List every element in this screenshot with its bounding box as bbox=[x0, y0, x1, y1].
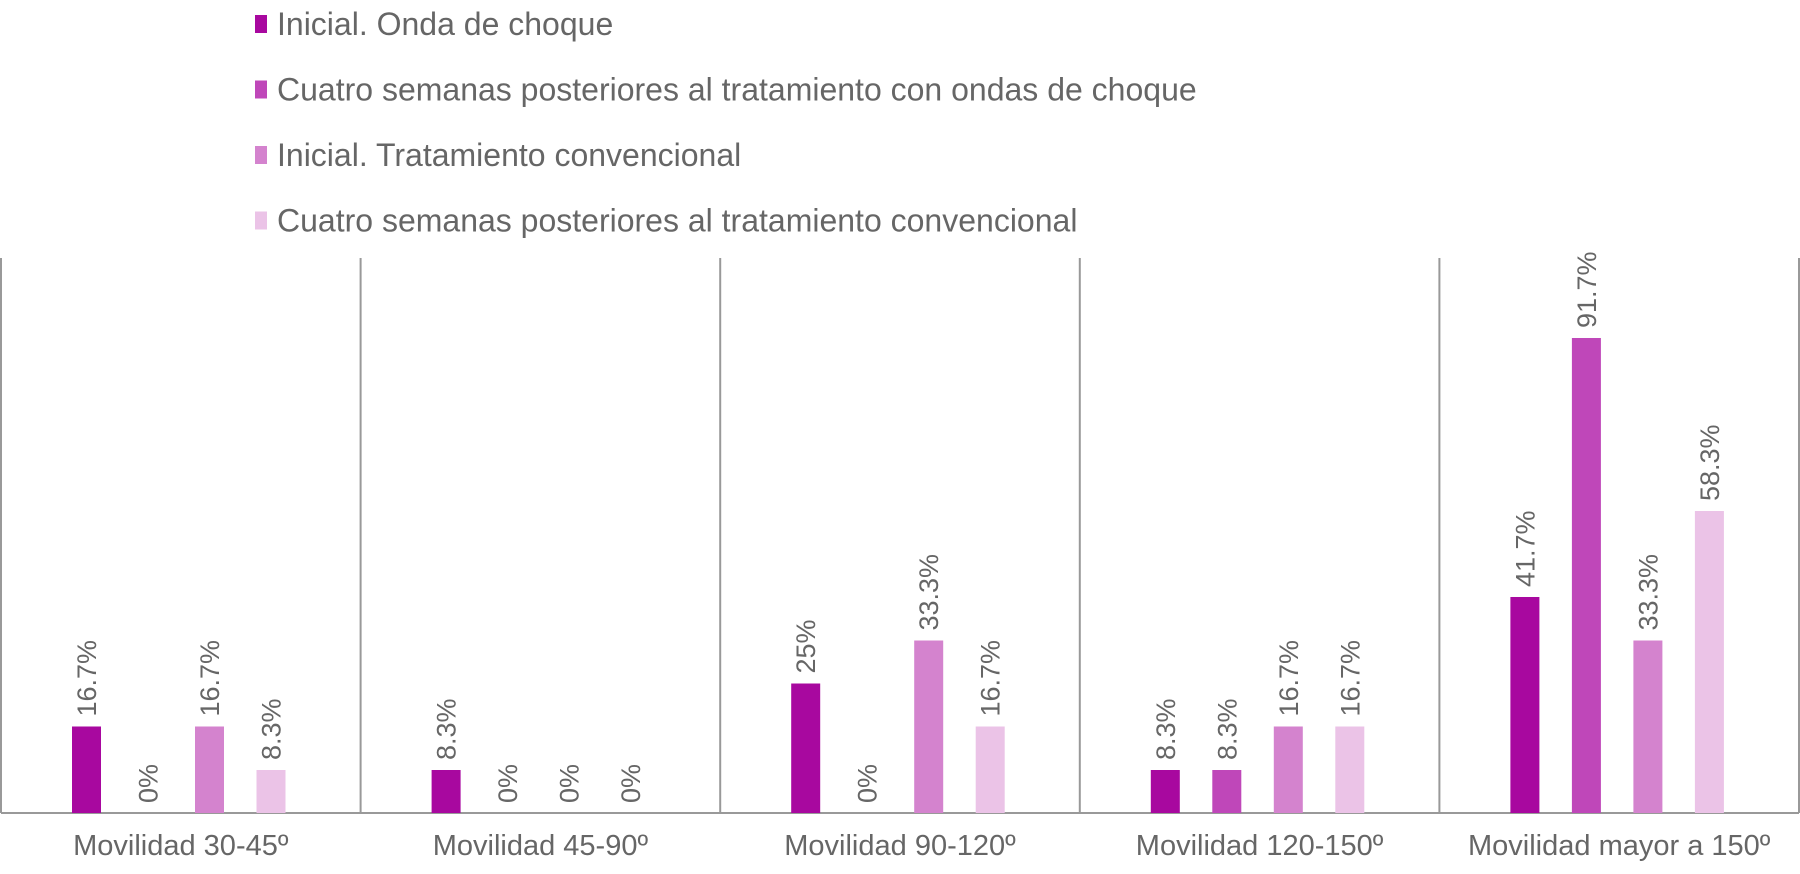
data-label: 91.7% bbox=[1572, 251, 1602, 328]
axes bbox=[0, 258, 1800, 814]
legend: Inicial. Onda de choque Cuatro semanas po… bbox=[255, 6, 1197, 239]
data-label: 8.3% bbox=[1151, 698, 1181, 760]
bar bbox=[431, 770, 461, 813]
bars bbox=[72, 337, 1724, 813]
bar bbox=[791, 683, 821, 813]
data-labels: 16.7% 0% 16.7% 8.3% 8.3% 0% 0% 0% 25% 0% 33.3% 16.7… bbox=[72, 251, 1725, 803]
legend-swatch bbox=[255, 146, 267, 164]
bar bbox=[1633, 640, 1663, 813]
bar bbox=[1335, 726, 1365, 813]
legend-label: Cuatro semanas posteriores al tratamient… bbox=[277, 203, 1077, 239]
data-label: 0% bbox=[493, 764, 523, 803]
data-label: 25% bbox=[791, 619, 821, 673]
category-label: Movilidad 45-90º bbox=[433, 830, 649, 862]
bar bbox=[1571, 337, 1601, 813]
bar bbox=[256, 770, 286, 813]
data-label: 33.3% bbox=[1633, 554, 1663, 631]
bar bbox=[1694, 511, 1724, 813]
category-label: Movilidad 90-120º bbox=[784, 830, 1016, 862]
category-label: Movilidad mayor a 150º bbox=[1468, 830, 1771, 862]
data-label: 8.3% bbox=[257, 698, 287, 760]
data-label: 16.7% bbox=[976, 640, 1006, 717]
data-label: 0% bbox=[853, 764, 883, 803]
legend-swatch bbox=[255, 211, 267, 230]
data-label: 41.7% bbox=[1510, 510, 1540, 587]
data-label: 16.7% bbox=[1335, 640, 1365, 717]
data-label: 8.3% bbox=[1212, 698, 1242, 760]
bar bbox=[195, 726, 224, 813]
data-label: 0% bbox=[555, 764, 585, 803]
bar bbox=[975, 726, 1005, 813]
data-label: 16.7% bbox=[195, 640, 225, 717]
data-label: 16.7% bbox=[1274, 640, 1304, 717]
legend-label: Inicial. Onda de choque bbox=[277, 6, 613, 42]
bar bbox=[914, 640, 944, 813]
category-label: Movilidad 30-45º bbox=[73, 830, 289, 862]
legend-label: Cuatro semanas posteriores al tratamient… bbox=[277, 72, 1197, 108]
data-label: 58.3% bbox=[1695, 424, 1725, 501]
bar bbox=[1212, 770, 1242, 813]
data-label: 8.3% bbox=[432, 698, 462, 760]
legend-swatch bbox=[255, 15, 267, 33]
legend-swatch bbox=[255, 80, 267, 99]
category-labels: Movilidad 30-45º Movilidad 45-90º Movilida… bbox=[73, 830, 1771, 862]
data-label: 0% bbox=[616, 764, 646, 803]
data-label: 33.3% bbox=[914, 554, 944, 631]
bar bbox=[1510, 596, 1540, 813]
data-label: 16.7% bbox=[72, 640, 102, 717]
bar bbox=[72, 726, 101, 813]
bar bbox=[1273, 726, 1303, 813]
legend-label: Inicial. Tratamiento convencional bbox=[277, 137, 741, 173]
category-label: Movilidad 120-150º bbox=[1136, 830, 1384, 862]
bar bbox=[1150, 770, 1180, 813]
data-label: 0% bbox=[134, 764, 164, 803]
